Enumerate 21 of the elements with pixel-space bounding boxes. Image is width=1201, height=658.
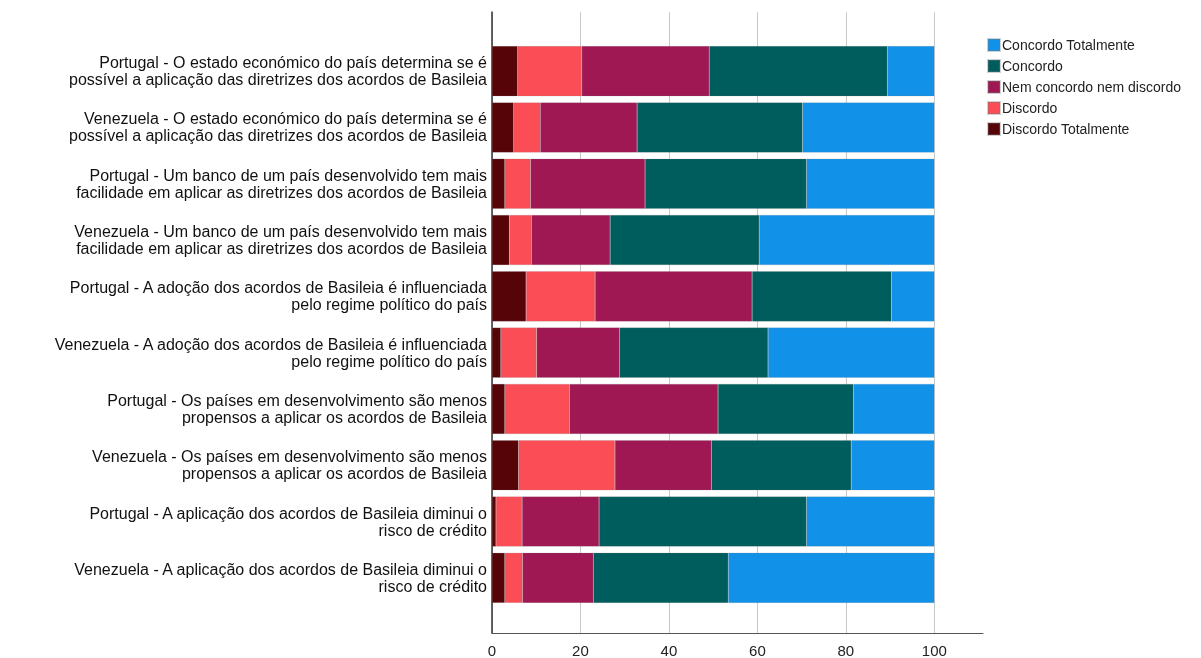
- x-tick-label: 80: [837, 642, 855, 658]
- x-tick-label: 40: [660, 642, 678, 658]
- y-tick-label: Venezuela - A aplicação dos acordos de Basileia diminui o risco de crédito: [74, 560, 488, 595]
- y-tick-label: Venezuela - Os países em desenvolvimento são menos propensos a aplicar os acordos de Basileia: [92, 448, 488, 483]
- y-tick-label: Venezuela - Um banco de um país desenvolvido tem mais facilidade em aplicar as diretrizes dos acordos de Basileia: [74, 223, 488, 258]
- x-tick-label: 60: [749, 642, 766, 658]
- y-tick-label: Portugal - A adoção dos acordos de Basileia é influenciada pelo regime político do país: [69, 279, 488, 314]
- x-tick-label: 20: [572, 642, 589, 658]
- y-tick-label: Portugal - Os países em desenvolvimento são menos propensos a aplicar os acordos de Basileia: [107, 391, 488, 426]
- x-tick-label: 0: [487, 642, 497, 658]
- legend-label: Discordo Totalmente: [1002, 121, 1130, 137]
- y-tick-label: Portugal - O estado económico do país determina se é possível a aplicação das diretrizes dos acordos de Basileia: [68, 54, 488, 89]
- y-tick-label: Portugal - A aplicação dos acordos de Basileia diminui o risco de crédito: [89, 504, 488, 539]
- y-tick-label: Portugal - Um banco de um país desenvolvido tem mais facilidade em aplicar as diretrizes dos acordos de Basileia: [76, 166, 488, 201]
- legend-label: Concordo: [1002, 58, 1063, 74]
- x-tick-label: 100: [921, 642, 947, 658]
- legend-label: Nem concordo nem discordo: [1002, 79, 1182, 95]
- y-tick-label: Venezuela - O estado económico do país determina se é possível a aplicação das diretrizes dos acordos de Basileia: [68, 110, 488, 145]
- legend-label: Concordo Totalmente: [1002, 37, 1136, 53]
- legend-label: Discordo: [1002, 100, 1058, 116]
- y-tick-label: Venezuela - A adoção dos acordos de Basileia é influenciada pelo regime político do país: [54, 335, 488, 370]
